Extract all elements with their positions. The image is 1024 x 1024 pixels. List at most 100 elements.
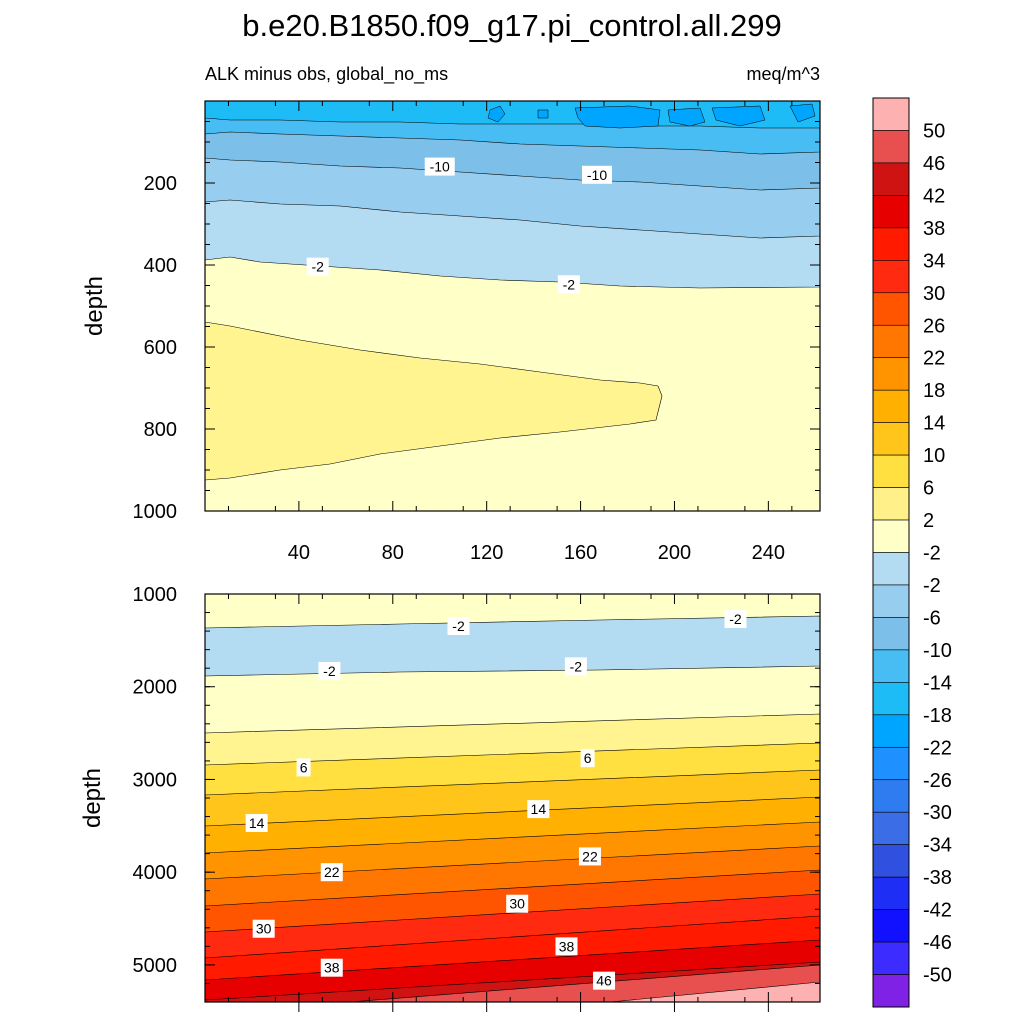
y-tick-label: 600: [144, 337, 177, 359]
x-tick-label: 240: [752, 542, 785, 564]
contour-label: 6: [580, 749, 595, 768]
upper-contour-fill: [205, 101, 820, 511]
contour-label: -2: [306, 257, 329, 276]
x-tick-label: 120: [470, 542, 503, 564]
colorbar-swatch: [872, 389, 910, 423]
svg-text:-10: -10: [587, 167, 607, 183]
svg-text:46: 46: [596, 973, 612, 989]
contour-label: -2: [557, 275, 580, 294]
lower-contour-fill: [205, 594, 820, 1002]
svg-text:38: 38: [324, 960, 340, 976]
svg-text:30: 30: [256, 921, 272, 937]
colorbar-swatch: [872, 844, 910, 878]
colorbar-swatch: [872, 682, 910, 716]
colorbar-label: 50: [923, 120, 945, 142]
colorbar-swatch: [872, 617, 910, 651]
svg-text:-2: -2: [729, 611, 742, 627]
colorbar-label: 14: [923, 413, 945, 435]
colorbar-swatch: [872, 746, 910, 781]
lower-tick-labels: 1000 2000 3000 4000 5000: [133, 584, 178, 977]
colorbar-label: -6: [923, 607, 941, 629]
contour-label: 22: [578, 847, 601, 866]
contour-label: -10: [424, 157, 455, 176]
contour-label: 46: [593, 971, 616, 990]
colorbar-swatch: [872, 811, 910, 845]
colorbar-swatch: [872, 714, 910, 748]
colorbar-swatch: [872, 649, 910, 683]
contour-label: -2: [318, 661, 341, 680]
y-tick-label: 2000: [133, 677, 178, 699]
colorbar-label: 46: [923, 153, 945, 175]
svg-text:-2: -2: [570, 658, 583, 674]
colorbar-swatch: [872, 974, 910, 1008]
colorbar-label: -50: [923, 965, 952, 987]
x-tick-label: 200: [658, 542, 691, 564]
colorbar-swatch: [872, 97, 910, 131]
lower-band-46: [349, 964, 820, 1002]
y-tick-label: 1000: [133, 501, 178, 523]
colorbar-label: 42: [923, 185, 945, 207]
colorbar: 50 46 42 38 34 30 26 22 18 14 10 6 2 -2 -2 -6 -10 -14 -18 -…: [872, 97, 952, 1008]
contour-label: -2: [724, 610, 747, 629]
svg-text:30: 30: [509, 896, 525, 912]
x-tick-label: 160: [564, 542, 597, 564]
chart-subtitle-right: meq/m^3: [747, 64, 820, 84]
y-tick-label: 1000: [133, 584, 178, 606]
colorbar-label: -34: [923, 835, 952, 857]
contour-label: -2: [447, 616, 470, 635]
colorbar-label: -26: [923, 770, 952, 792]
colorbar-swatch: [872, 130, 910, 164]
colorbar-label: -46: [923, 932, 952, 954]
colorbar-swatch: [872, 519, 910, 553]
svg-text:14: 14: [249, 815, 265, 831]
contour-label: -2: [564, 657, 587, 676]
colorbar-swatch: [872, 909, 910, 943]
contour-label: 14: [527, 800, 550, 819]
svg-text:-2: -2: [452, 618, 465, 634]
colorbar-label: -18: [923, 705, 952, 727]
colorbar-swatch: [872, 552, 910, 586]
colorbar-label: 30: [923, 283, 945, 305]
y-tick-label: 200: [144, 173, 177, 195]
contour-label: 38: [320, 958, 343, 977]
colorbar-label: 34: [923, 250, 945, 272]
colorbar-swatch: [872, 941, 910, 975]
colorbar-label: 6: [923, 478, 934, 500]
chart-title: b.e20.B1850.f09_g17.pi_control.all.299: [242, 8, 782, 43]
svg-text:-2: -2: [311, 259, 324, 275]
colorbar-swatch: [872, 876, 910, 910]
colorbar-label: -2: [923, 543, 941, 565]
x-tick-label: 40: [288, 542, 310, 564]
y-tick-label: 5000: [133, 955, 178, 977]
contour-label: 6: [296, 758, 311, 777]
colorbar-label: -14: [923, 672, 952, 694]
y-tick-label: 3000: [133, 769, 178, 791]
svg-text:22: 22: [582, 848, 598, 864]
colorbar-swatch: [872, 584, 910, 618]
lower-band-50: [609, 981, 820, 1002]
colorbar-label: -22: [923, 737, 952, 759]
colorbar-label: -10: [923, 640, 952, 662]
svg-text:14: 14: [531, 801, 547, 817]
lower-ylabel: depth: [79, 768, 106, 828]
y-tick-label: 400: [144, 255, 177, 277]
colorbar-label: 2: [923, 510, 934, 532]
upper-band-positive: [205, 321, 663, 481]
contour-label: 22: [320, 863, 343, 882]
svg-text:-2: -2: [323, 663, 336, 679]
upper-ylabel: depth: [81, 276, 108, 336]
svg-text:6: 6: [300, 759, 308, 775]
colorbar-swatch: [872, 779, 910, 813]
colorbar-swatch: [872, 454, 910, 488]
lower-contour-labels: -2 -2 -2 -2 6 6 14 14 22 22 30 30 38 38 46: [245, 610, 747, 990]
colorbar-swatch: [872, 195, 910, 229]
colorbar-swatch: [872, 260, 910, 294]
colorbar-label: 10: [923, 445, 945, 467]
lower-ticks: [205, 593, 820, 1012]
colorbar-swatch: [872, 487, 910, 521]
colorbar-label: -2: [923, 575, 941, 597]
contour-label: 14: [245, 814, 268, 833]
lower-panel: 1000 2000 3000 4000 5000 -2 -2 -2 -2 6 6 14 14 22 22 3…: [79, 584, 821, 1012]
